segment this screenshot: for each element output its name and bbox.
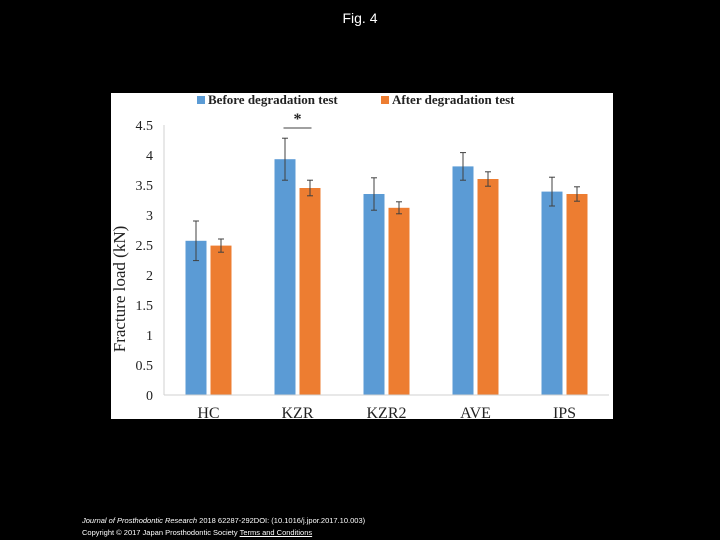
bar-before-kzr2 bbox=[363, 194, 385, 395]
citation-text: 2018 62287-292DOI: (10.1016/j.jpor.2017.… bbox=[197, 516, 366, 525]
journal-name: Journal of Prosthodontic Research bbox=[82, 516, 198, 525]
y-tick-label: 3.5 bbox=[136, 179, 154, 194]
bar-after-kzr bbox=[299, 188, 321, 395]
x-tick-label: IPS bbox=[553, 405, 576, 419]
x-axis-ticks: HC KZR KZR2 AVE IPS bbox=[197, 405, 576, 419]
figure-title: Fig. 4 bbox=[342, 10, 378, 26]
y-axis-ticks: 0 0.5 1 1.5 2 2.5 3 3.5 4 4.5 bbox=[136, 119, 154, 404]
bar-before-hc bbox=[185, 240, 207, 395]
footer-citation: Journal of Prosthodontic Research 2018 6… bbox=[82, 516, 365, 525]
bar-after-ips bbox=[566, 194, 588, 395]
footer-copyright: Copyright © 2017 Japan Prosthodontic Soc… bbox=[82, 528, 312, 537]
x-tick-label: KZR2 bbox=[367, 405, 407, 419]
x-tick-label: HC bbox=[197, 405, 219, 419]
error-bars bbox=[193, 137, 580, 262]
y-axis-label: Fracture load (kN) bbox=[111, 226, 129, 353]
y-tick-label: 1 bbox=[146, 329, 153, 344]
x-tick-label: KZR bbox=[282, 405, 314, 419]
bar-before-kzr bbox=[274, 159, 296, 395]
terms-link[interactable]: Terms and Conditions bbox=[239, 528, 313, 537]
y-tick-label: 4.5 bbox=[136, 119, 154, 134]
legend-swatch-after bbox=[381, 96, 389, 104]
significance-asterisk: * bbox=[294, 111, 302, 128]
y-tick-label: 0.5 bbox=[136, 359, 154, 374]
annotations: * bbox=[283, 111, 312, 129]
y-tick-label: 3 bbox=[146, 209, 153, 224]
copyright-text: Copyright © 2017 Japan Prosthodontic Soc… bbox=[82, 528, 240, 537]
chart-panel: Before degradation test After degradatio… bbox=[111, 93, 613, 419]
x-tick-label: AVE bbox=[460, 405, 491, 419]
y-tick-label: 1.5 bbox=[136, 299, 154, 314]
bar-before-ave bbox=[452, 166, 474, 395]
legend: Before degradation test After degradatio… bbox=[197, 93, 515, 107]
bar-after-kzr2 bbox=[388, 207, 410, 395]
bar-after-ave bbox=[477, 179, 499, 395]
legend-label-before: Before degradation test bbox=[208, 93, 338, 107]
y-tick-label: 2.5 bbox=[136, 239, 154, 254]
bar-after-hc bbox=[210, 245, 232, 395]
y-tick-label: 4 bbox=[146, 149, 153, 164]
legend-swatch-before bbox=[197, 96, 205, 104]
y-tick-label: 2 bbox=[146, 269, 153, 284]
bar-chart: Before degradation test After degradatio… bbox=[111, 93, 609, 419]
y-tick-label: 0 bbox=[146, 389, 153, 404]
bar-before-ips bbox=[541, 191, 563, 395]
bar-series bbox=[185, 159, 588, 395]
legend-label-after: After degradation test bbox=[392, 93, 515, 107]
